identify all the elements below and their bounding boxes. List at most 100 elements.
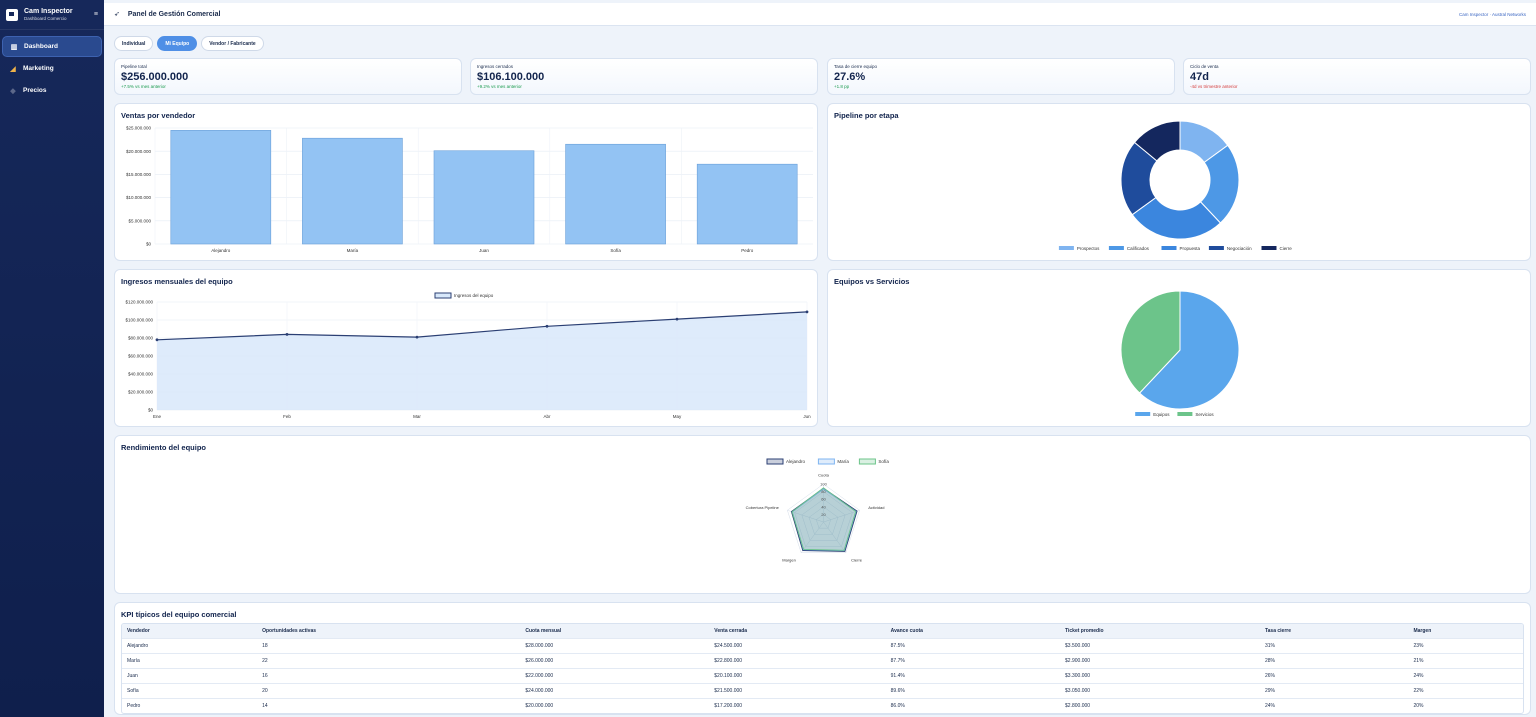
bar (565, 143, 666, 245)
kpi-table-card: KPI típicos del equipo comercial Vendedo… (114, 602, 1531, 715)
table-cell: $3.300.000 (1060, 667, 1260, 683)
kpi-table: Vendedor Oportunidades activas Cuota mensu… (122, 624, 1523, 713)
table-cell: $20.000.000 (520, 697, 710, 713)
table-cell: $17.200.000 (709, 697, 886, 713)
radar-axis-label: Cierre (851, 558, 863, 563)
legend-label: Alejandro (786, 459, 806, 464)
table-cell: Sofía (122, 682, 258, 698)
table-cell: $3.500.000 (1060, 637, 1260, 653)
table-cell: 22% (1408, 682, 1523, 698)
legend-swatch (1108, 246, 1124, 250)
legend-swatch (434, 292, 452, 299)
table-cell: 31% (1259, 637, 1409, 653)
radar-tick-label: 40 (821, 504, 826, 509)
table-header-cell: Margen (1408, 624, 1523, 638)
radar-grid (794, 491, 853, 547)
table-header-cell: Avance cuota (885, 624, 1061, 638)
kpi-delta: +9.2% vs mes anterior (477, 84, 522, 89)
table-cell: 29% (1259, 682, 1409, 698)
bar (696, 163, 798, 245)
table-cell: $22.800.000 (709, 652, 886, 668)
y-tick-label: $120.000.000 (125, 300, 153, 305)
y-tick-label: $5.000.000 (128, 218, 151, 223)
view-tabs: Individual Mi Equipo Vendor / Fabricante (114, 36, 264, 51)
chart-card-equipos-servicios: Equipos vs Servicios Equipos Servicios (827, 269, 1531, 427)
legend-label: Ingresos del equipo (454, 293, 494, 298)
y-tick-label: $20.000.000 (128, 390, 154, 395)
kpi-delta: +1.8 pp (834, 84, 850, 89)
table-cell: 87.5% (885, 637, 1061, 653)
kpi-table-wrap: Vendedor Oportunidades activas Cuota mensu… (121, 623, 1524, 714)
table-row: Juan 16 $22.000.000 $20.100.000 91.4% $3.300.… (122, 667, 1523, 683)
sidebar-item-precios[interactable]: ◆ Precios (2, 80, 102, 101)
table-cell: 89.6% (885, 682, 1061, 698)
table-row: Pedro 14 $20.000.000 $17.200.000 86.0% $2.800… (122, 697, 1523, 713)
table-cell: $22.000.000 (520, 667, 710, 683)
table-cell: $28.000.000 (520, 637, 710, 653)
area-fill (157, 311, 807, 410)
x-tick-label: Alejandro (211, 248, 231, 253)
legend-swatch (1208, 246, 1224, 250)
sidebar-nav: ▥ Dashboard ◢ Marketing ◆ Precios (0, 30, 104, 108)
table-cell: Juan (122, 667, 258, 683)
table-cell: 18 (257, 637, 521, 653)
kpi-label: Ingresos cerrados (477, 64, 514, 69)
legend-label: María (837, 459, 849, 464)
x-tick-label: Feb (283, 414, 291, 419)
pie-slice (1133, 120, 1181, 162)
kpi-value: 47d (1190, 71, 1209, 83)
header-meta: Cam Inspector · Austral Networks (1458, 11, 1526, 17)
chart-title: Ingresos mensuales del equipo (121, 277, 233, 286)
table-cell: Pedro (122, 697, 258, 713)
table-cell: 24% (1259, 697, 1409, 713)
kpi-card-ciclo-venta: Ciclo de venta 47d -4d vs trimestre ante… (1183, 58, 1531, 95)
kpi-label: Tasa de cierre equipo (834, 64, 878, 69)
data-point (415, 335, 419, 339)
header-logo-icon: ➶ (114, 11, 120, 18)
sidebar-item-marketing[interactable]: ◢ Marketing (2, 58, 102, 79)
radar-axis-label: Cuota (818, 473, 829, 478)
kpi-card-ingresos: Ingresos cerrados $106.100.000 +9.2% vs … (470, 58, 818, 95)
y-tick-label: $80.000.000 (128, 336, 154, 341)
radar-axis-label: Margen (782, 558, 796, 563)
table-cell: $26.000.000 (520, 652, 710, 668)
data-point (675, 317, 679, 321)
area-chart: $120.000.000 $100.000.000 $80.000.000 $60.0… (125, 292, 811, 419)
table-header-row: Vendedor Oportunidades activas Cuota mensu… (122, 624, 1523, 638)
table-cell: 24% (1408, 667, 1523, 683)
y-tick-label: $60.000.000 (128, 354, 154, 359)
table-cell: 21% (1408, 652, 1523, 668)
data-point (805, 310, 809, 314)
table-cell: 87.7% (885, 652, 1061, 668)
chart-card-ventas: Ventas por vendedor $25.000.000 $20.000.0… (114, 103, 818, 261)
tab-mi-equipo[interactable]: Mi Equipo (157, 36, 198, 51)
tab-individual[interactable]: Individual (114, 36, 154, 51)
chart-card-rendimiento: Rendimiento del equipo Cuota Actividad Cie… (114, 435, 1531, 594)
radar-spoke (823, 521, 847, 553)
kpi-delta: +7.5% vs mes anterior (121, 84, 166, 89)
x-tick-label: Sofía (610, 248, 621, 253)
table-row: Alejandro 18 $28.000.000 $24.500.000 87.5% $3… (122, 637, 1523, 653)
y-tick-label: $100.000.000 (125, 318, 153, 323)
brand-title: Cam Inspector (24, 7, 73, 15)
bar (302, 137, 403, 245)
bar-chart: $25.000.000 $20.000.000 $15.000.000 $10.000… (126, 126, 813, 253)
table-cell: $20.100.000 (709, 667, 886, 683)
sidebar-item-label: Dashboard (24, 43, 58, 50)
tab-vendor-fabricante[interactable]: Vendor / Fabricante (201, 36, 264, 51)
kpi-value: 27.6% (834, 71, 866, 83)
radar-chart: Cuota Actividad Cierre Margen Cobertura Pipe… (746, 458, 889, 563)
data-point (155, 338, 159, 342)
sidebar-item-label: Marketing (23, 65, 54, 72)
radar-spoke (823, 510, 860, 523)
hamburger-icon[interactable]: ≡ (93, 11, 98, 18)
kpi-value: $106.100.000 (477, 71, 545, 83)
legend-label: Servicios (1195, 412, 1214, 417)
table-cell: $2.900.000 (1060, 652, 1260, 668)
table-cell: $24.500.000 (709, 637, 886, 653)
table-header-cell: Oportunidades activas (257, 624, 521, 638)
bar (433, 150, 535, 245)
radar-spoke (787, 510, 824, 523)
sidebar-item-dashboard[interactable]: ▥ Dashboard (2, 36, 102, 57)
radar-grid (801, 498, 846, 541)
